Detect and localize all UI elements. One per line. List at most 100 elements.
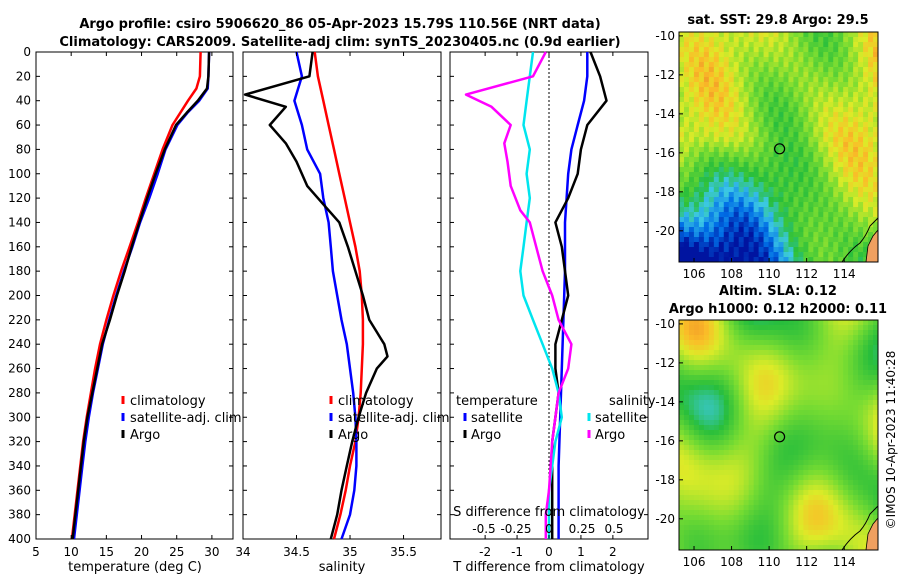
map-cell (708, 167, 715, 173)
map-cell (708, 515, 715, 521)
map-cell (703, 330, 710, 336)
map-cell (743, 500, 750, 506)
map-cell (788, 505, 794, 511)
map-cell (753, 510, 760, 516)
map-cell (803, 510, 809, 516)
map-cell (788, 445, 794, 451)
map-cell (698, 390, 705, 396)
map-cell (863, 490, 869, 496)
map-cell (693, 515, 700, 521)
map-cell (773, 162, 779, 168)
map-cell (778, 525, 784, 531)
map-cell (838, 177, 844, 183)
sst-map: sat. SST: 29.8 Argo: 29.5 106 108 110 112 11… (655, 13, 879, 281)
map-cell (858, 152, 864, 158)
map-cell (728, 192, 735, 198)
map-cell (768, 32, 774, 38)
map-cell (688, 122, 695, 128)
map-cell (728, 187, 735, 193)
map-cell (848, 400, 854, 406)
map-cell (863, 112, 869, 118)
map-cell (768, 340, 774, 346)
map-cell (818, 132, 824, 138)
map-cell (843, 390, 849, 396)
map-cell (788, 405, 794, 411)
map-cell (683, 187, 690, 193)
map-cell (838, 157, 844, 163)
map-cell (688, 92, 695, 98)
map-cell (713, 82, 720, 88)
map-cell (843, 415, 849, 421)
map-cell (748, 370, 755, 376)
map-cell (778, 485, 784, 491)
map-cell (788, 510, 794, 516)
map-cell (873, 77, 878, 83)
map-cell (713, 470, 720, 476)
map-cell (828, 430, 834, 436)
map-cell (698, 485, 705, 491)
map-cell (793, 77, 799, 83)
map-cell (788, 330, 794, 336)
map-cell (693, 440, 700, 446)
map-cell (753, 460, 760, 466)
map-cell (803, 127, 809, 133)
map-cell (748, 67, 755, 73)
map-cell (693, 330, 700, 336)
map-cell (863, 202, 869, 208)
map-cell (778, 425, 784, 431)
map-cell (868, 400, 874, 406)
map-cell (828, 172, 834, 178)
map-cell (818, 390, 824, 396)
map-cell (838, 330, 844, 336)
map-cell (768, 440, 774, 446)
map-cell (773, 530, 779, 536)
map-cell (693, 182, 700, 188)
map-cell (698, 257, 705, 262)
map-cell (833, 540, 839, 546)
map-cell (798, 87, 804, 93)
map-cell (818, 67, 824, 73)
map-cell (863, 380, 869, 386)
map-cell (683, 222, 690, 228)
map-cell (718, 500, 725, 506)
map-cell (868, 465, 874, 471)
map-cell (693, 137, 700, 143)
map-cell (858, 242, 864, 248)
map-cell (803, 495, 809, 501)
map-y-tick-label: -12 (655, 68, 675, 82)
map-cell (763, 535, 769, 541)
map-cell (683, 102, 690, 108)
map-cell (863, 515, 869, 521)
sst-map-title: sat. SST: 29.8 Argo: 29.5 (687, 13, 868, 28)
map-cell (768, 187, 774, 193)
map-cell (813, 207, 819, 213)
map-cell (748, 530, 755, 536)
map-cell (858, 47, 864, 53)
map-cell (688, 350, 695, 356)
map-cell (708, 97, 715, 103)
map-cell (793, 330, 799, 336)
map-cell (743, 330, 750, 336)
map-cell (833, 232, 839, 238)
map-cell (778, 137, 784, 143)
map-cell (788, 320, 794, 326)
map-cell (833, 222, 839, 228)
map-cell (848, 177, 854, 183)
map-cell (823, 37, 829, 43)
map-cell (783, 147, 789, 153)
map-cell (763, 470, 769, 476)
sst-coastline (841, 217, 879, 263)
map-cell (758, 52, 764, 58)
map-cell (728, 222, 735, 228)
map-cell (773, 237, 779, 243)
map-cell (718, 435, 725, 441)
map-cell (723, 167, 730, 173)
map-cell (713, 405, 720, 411)
map-cell (828, 465, 834, 471)
map-cell (853, 147, 859, 153)
map-cell (753, 545, 760, 550)
y-tick-label: 160 (8, 240, 31, 254)
map-cell (848, 77, 854, 83)
map-cell (679, 52, 685, 58)
map-cell (738, 137, 745, 143)
